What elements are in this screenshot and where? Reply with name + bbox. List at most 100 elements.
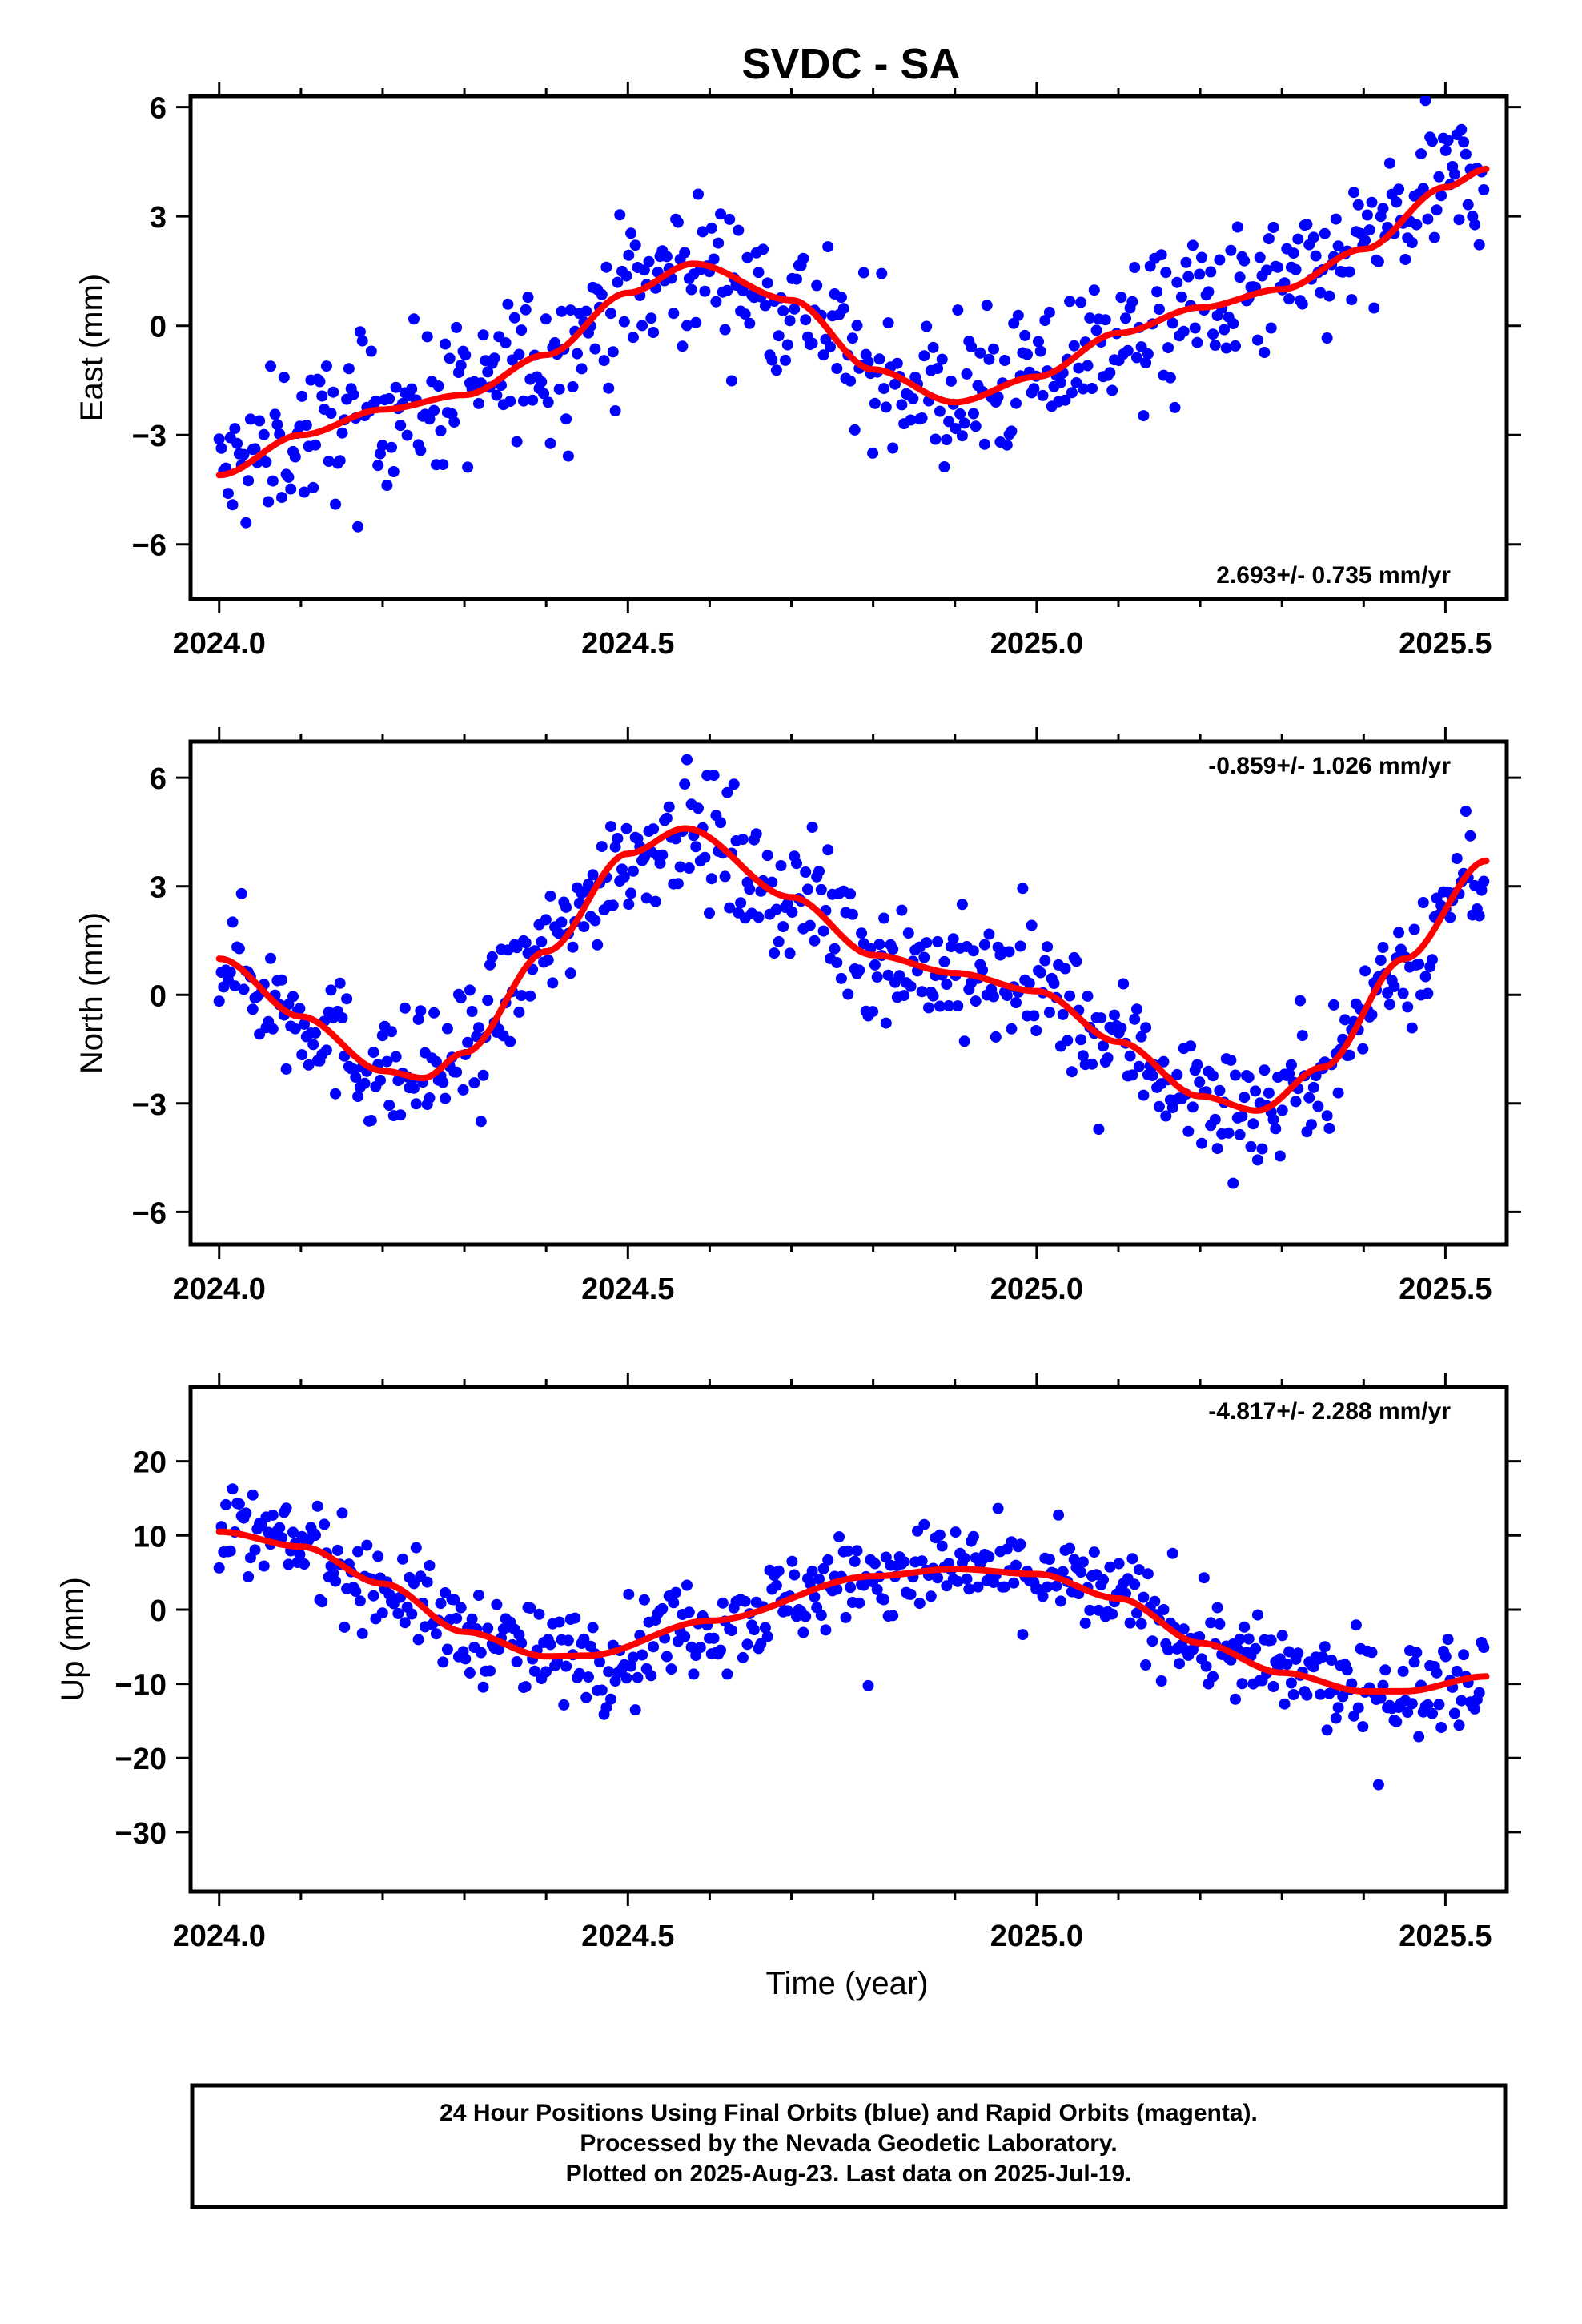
- data-point: [1211, 1602, 1223, 1614]
- data-point: [1478, 1642, 1490, 1654]
- rate-annotation: -4.817+/- 2.288 mm/yr: [1208, 1398, 1451, 1425]
- data-point: [1402, 1001, 1414, 1013]
- data-point: [925, 1590, 937, 1602]
- data-point: [902, 927, 914, 939]
- data-point: [1042, 941, 1054, 953]
- data-point: [1413, 1731, 1425, 1743]
- data-point: [406, 1608, 418, 1620]
- data-point: [1146, 1635, 1158, 1647]
- data-point: [1182, 1125, 1195, 1137]
- data-point: [316, 1596, 328, 1608]
- data-point: [383, 392, 396, 404]
- data-point: [484, 1665, 496, 1677]
- data-point: [791, 273, 802, 285]
- data-point: [1129, 1013, 1141, 1025]
- data-point: [488, 352, 500, 364]
- data-point: [299, 1558, 310, 1570]
- data-point: [343, 363, 355, 375]
- data-point: [1014, 1538, 1026, 1550]
- data-point: [1196, 1137, 1207, 1149]
- data-point: [869, 397, 881, 409]
- data-point: [648, 823, 660, 835]
- data-point: [1140, 357, 1152, 368]
- data-point: [1106, 1608, 1118, 1620]
- data-point: [1250, 1085, 1262, 1097]
- data-point: [665, 1663, 677, 1675]
- data-point: [1023, 977, 1035, 989]
- data-point: [1073, 362, 1085, 374]
- data-point: [491, 1598, 503, 1610]
- data-point: [941, 979, 953, 990]
- data-point: [708, 253, 720, 265]
- data-point: [880, 401, 892, 413]
- data-point: [576, 363, 588, 375]
- data-point: [873, 353, 885, 365]
- rate-annotation: 2.693+/- 0.735 mm/yr: [1216, 562, 1451, 589]
- data-point: [1428, 231, 1440, 243]
- data-point: [717, 1597, 729, 1609]
- data-point: [410, 1098, 422, 1110]
- x-axis-label: Time (year): [766, 1966, 929, 2001]
- data-point: [1256, 1143, 1268, 1155]
- data-point: [668, 308, 680, 320]
- data-point: [851, 320, 863, 332]
- data-point: [600, 1702, 612, 1714]
- data-point: [721, 786, 733, 798]
- data-point: [963, 1583, 975, 1595]
- data-point: [620, 1672, 632, 1684]
- data-point: [815, 883, 827, 895]
- x-tick-label: 2025.5: [1399, 627, 1492, 661]
- data-point: [560, 901, 572, 913]
- data-point: [381, 1055, 393, 1068]
- y-tick-label: 3: [150, 871, 167, 905]
- data-point: [612, 833, 624, 844]
- data-point: [741, 251, 753, 263]
- data-point: [766, 876, 778, 888]
- data-point: [1402, 1707, 1414, 1718]
- data-point: [977, 964, 989, 976]
- data-point: [352, 1546, 364, 1558]
- data-point: [477, 329, 489, 341]
- data-point: [1251, 1154, 1263, 1166]
- data-point: [451, 1612, 463, 1624]
- data-point: [1439, 144, 1452, 156]
- data-point: [643, 255, 655, 267]
- data-point: [705, 222, 717, 234]
- data-point: [1388, 981, 1400, 992]
- data-point: [1346, 294, 1358, 306]
- data-point: [822, 844, 834, 856]
- data-point: [553, 927, 565, 939]
- data-point: [310, 1530, 321, 1541]
- data-point: [777, 921, 789, 933]
- data-point: [428, 404, 440, 416]
- data-point: [618, 316, 630, 328]
- data-point: [719, 870, 731, 883]
- data-point: [1265, 322, 1277, 334]
- data-point: [249, 1544, 261, 1556]
- data-point: [845, 375, 857, 387]
- data-point: [1337, 1691, 1349, 1703]
- data-point: [1276, 1104, 1288, 1116]
- data-point: [381, 480, 393, 491]
- data-point: [1205, 266, 1217, 278]
- data-point: [961, 368, 973, 380]
- data-point: [1283, 1646, 1295, 1658]
- data-point: [627, 865, 639, 877]
- data-point: [260, 456, 272, 468]
- data-point: [327, 386, 339, 398]
- data-point: [562, 450, 574, 462]
- data-point: [1075, 1034, 1087, 1046]
- data-point: [820, 1624, 832, 1636]
- data-point: [1160, 267, 1172, 279]
- data-point: [649, 895, 661, 907]
- data-point: [578, 1633, 590, 1645]
- data-point: [1186, 1101, 1199, 1113]
- data-point: [224, 1545, 236, 1557]
- x-tick-label: 2024.0: [173, 627, 266, 661]
- y-axis-label: East (mm): [74, 274, 110, 421]
- data-point: [536, 936, 548, 947]
- data-point: [580, 1691, 592, 1703]
- data-point: [1131, 352, 1142, 364]
- data-point: [825, 341, 836, 353]
- plot-frame: [188, 94, 1509, 601]
